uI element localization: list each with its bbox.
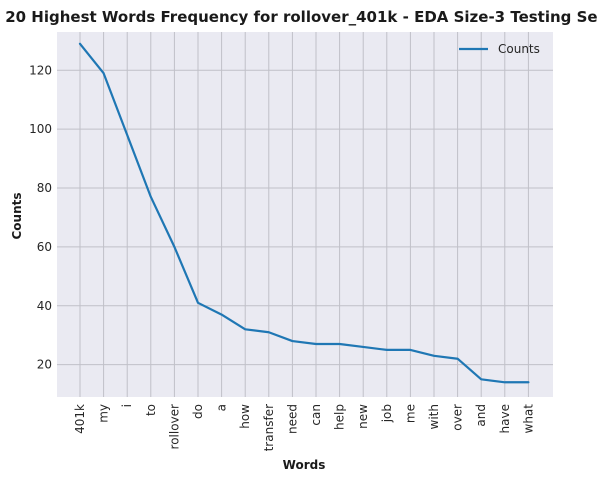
x-tick-labels: 401k my i to rollover do a how transfer need can he…	[73, 404, 535, 452]
x-tick-label: 401k	[73, 404, 87, 434]
x-tick-label: rollover	[167, 404, 181, 450]
x-tick-label: me	[403, 404, 417, 423]
x-tick-label: transfer	[262, 404, 276, 451]
y-gridlines	[57, 69, 553, 366]
x-tick-label: what	[521, 404, 535, 434]
x-tick-label: can	[309, 404, 323, 426]
x-tick-label: with	[427, 404, 441, 429]
y-tick-label: 60	[37, 240, 52, 254]
x-tick-label: need	[285, 404, 299, 434]
chart-title: 20 Highest Words Frequency for rollover_…	[5, 8, 597, 26]
legend-label-counts: Counts	[498, 42, 540, 56]
x-tick-label: a	[215, 404, 229, 411]
x-tick-label: job	[380, 404, 394, 423]
x-tick-label: have	[498, 404, 512, 433]
x-gridlines	[79, 32, 529, 397]
x-tick-label: how	[238, 404, 252, 429]
x-tick-label: new	[356, 404, 370, 429]
legend: Counts	[459, 42, 540, 56]
y-tick-label: 80	[37, 181, 52, 195]
series-line-counts	[78, 42, 530, 384]
x-tick-label: i	[120, 404, 134, 407]
y-tick-label: 120	[29, 63, 52, 77]
x-tick-label: help	[333, 404, 347, 430]
y-tick-label: 20	[37, 358, 52, 372]
y-tick-label: 100	[29, 122, 52, 136]
x-tick-label: over	[451, 404, 465, 431]
y-tick-label: 40	[37, 299, 52, 313]
x-tick-label: my	[97, 404, 111, 423]
x-tick-label: and	[474, 404, 488, 427]
x-tick-label: to	[144, 404, 158, 416]
y-tick-labels: 20 40 60 80 100 120	[29, 63, 52, 371]
x-tick-label: do	[191, 404, 205, 419]
x-axis-label: Words	[283, 458, 326, 472]
plot-area	[57, 32, 553, 397]
y-axis-label: Counts	[10, 192, 24, 239]
